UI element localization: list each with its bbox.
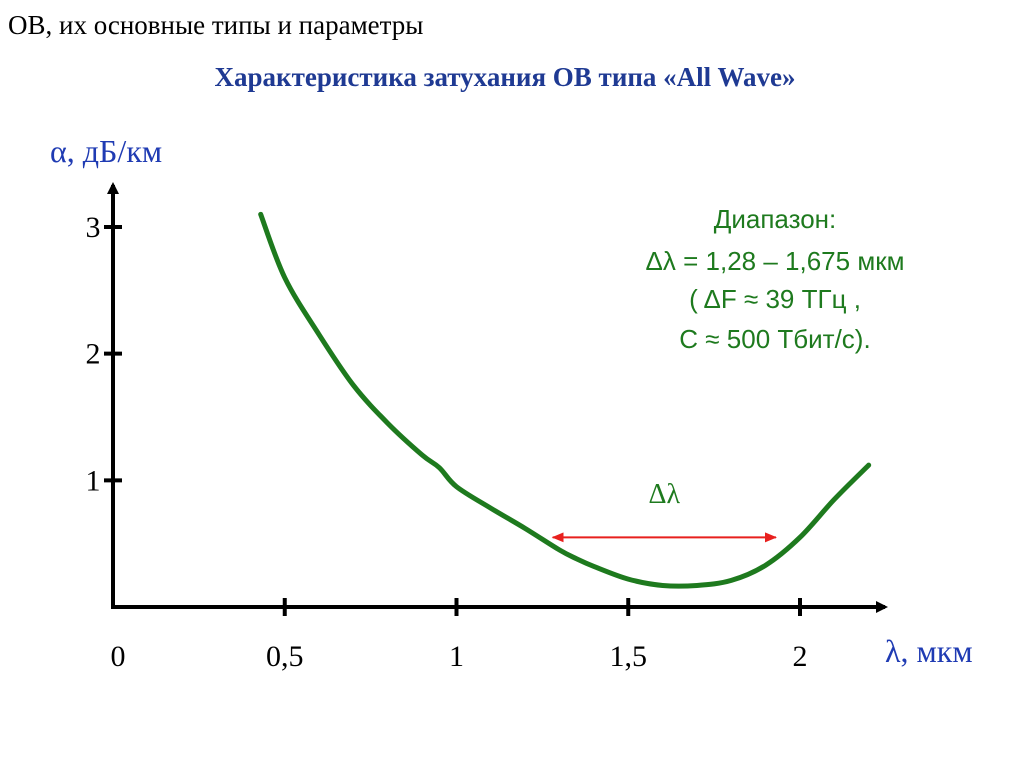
x-tick-label: 1: [449, 640, 464, 673]
range-annotation-line: Δλ = 1,28 – 1,675 мкм: [646, 246, 905, 276]
page-heading: ОВ, их основные типы и параметры: [8, 10, 424, 40]
y-tick-label: 2: [86, 338, 101, 371]
range-annotation-line: C ≈ 500 Тбит/с).: [679, 324, 870, 354]
range-label: Δλ: [649, 479, 681, 510]
range-annotation-line: ( ΔF ≈ 39 ТГц ,: [689, 284, 861, 314]
y-tick-label: 3: [86, 211, 101, 244]
attenuation-curve: [258, 211, 872, 589]
axis-ticks: 0 0,5 1 1,5 2 1 2 3: [86, 211, 808, 673]
x-tick-label: 1,5: [610, 640, 648, 673]
x-tick-label: 2: [793, 640, 808, 673]
y-axis-label: α, дБ/км: [50, 133, 162, 169]
x-tick-label: 0,5: [266, 640, 304, 673]
chart-title: Характеристика затухания ОВ типа «All Wa…: [214, 62, 796, 92]
y-tick-label: 1: [86, 464, 101, 497]
x-tick-label: 0: [111, 640, 126, 673]
range-annotation-line: Диапазон:: [714, 204, 837, 234]
range-annotation: Диапазон: Δλ = 1,28 – 1,675 мкм ( ΔF ≈ 39 …: [646, 204, 905, 354]
x-axis-label: λ, мкм: [885, 633, 973, 669]
